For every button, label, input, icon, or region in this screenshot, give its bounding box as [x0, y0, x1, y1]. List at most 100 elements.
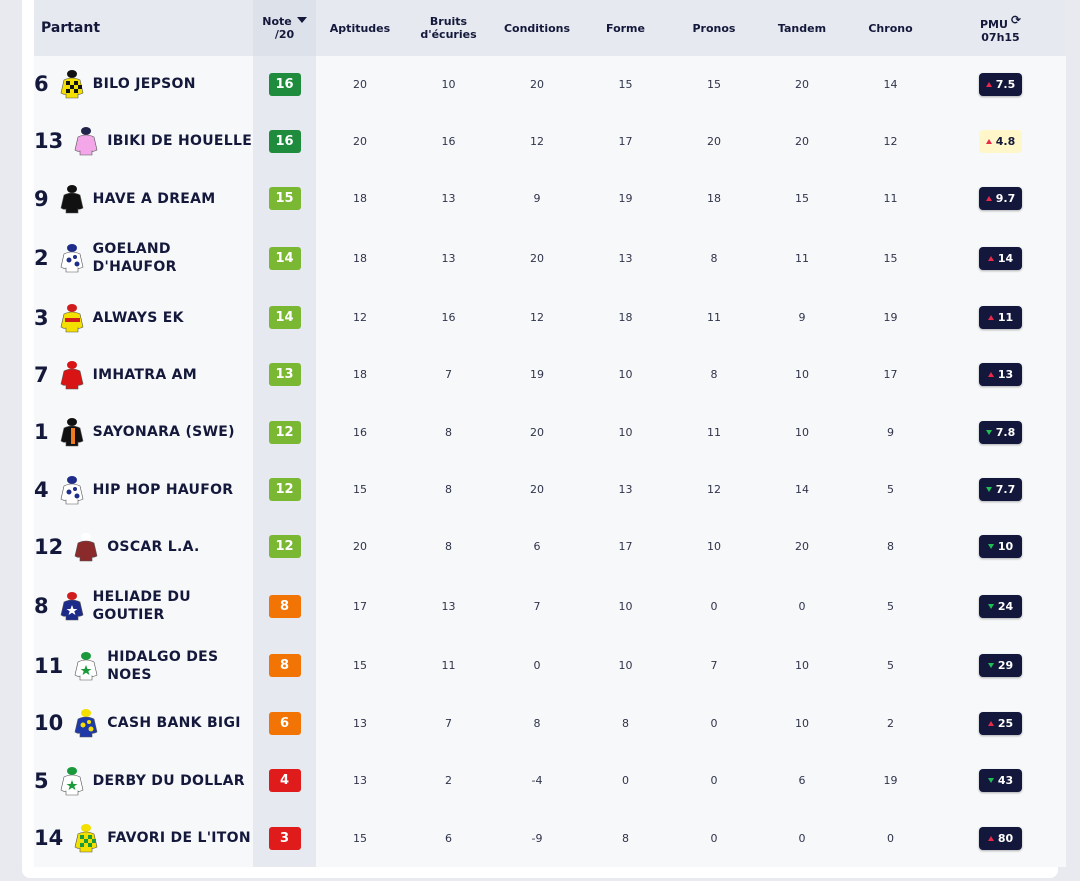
partant-cell[interactable]: 6 BILO JEPSON [34, 56, 253, 112]
partant-cell[interactable]: 9 HAVE A DREAM [34, 170, 253, 227]
horse-name[interactable]: GOELAND D'HAUFOR [92, 241, 177, 275]
pmu-cell: 29 [935, 637, 1066, 694]
col-header-conditions[interactable]: Conditions [503, 21, 571, 35]
pmu-odds-badge[interactable]: 7.7 [979, 478, 1022, 501]
partant-cell[interactable]: 7 IMHATRA AM [34, 346, 253, 403]
pmu-cell: 7.5 [935, 56, 1066, 112]
table-row[interactable]: 5 DERBY DU DOLLAR 4 13 2 -4 0 0 6 19 43 [34, 752, 1066, 809]
pmu-odds-badge[interactable]: 80 [979, 826, 1022, 850]
tandem-cell: 0 [798, 831, 806, 845]
pmu-odds-badge[interactable]: 4.8 [979, 129, 1022, 153]
horse-name[interactable]: HIP HOP HAUFOR [92, 481, 234, 498]
bruits-cell: 10 [441, 77, 456, 91]
table-row[interactable]: 14 FAVORI DE L'ITON 3 15 6 -9 8 0 0 0 80 [34, 809, 1066, 867]
horse-name[interactable]: HAVE A DREAM [92, 190, 216, 207]
table-row[interactable]: 8 HELIADE DU GOUTIER 8 17 13 7 10 0 0 5 24 [34, 575, 1066, 637]
refresh-icon[interactable]: ⟳ [1010, 12, 1021, 27]
horse-name[interactable]: IMHATRA AM [92, 366, 198, 383]
note-badge: 8 [268, 594, 301, 618]
pmu-odds-badge[interactable]: 7.5 [979, 72, 1022, 96]
partant-cell[interactable]: 3 ALWAYS EK [34, 289, 253, 346]
table-row[interactable]: 9 HAVE A DREAM 15 18 13 9 19 18 15 11 9.7 [34, 170, 1066, 227]
pronos-cell: 18 [707, 192, 721, 205]
pmu-odds-badge[interactable]: 11 [979, 306, 1022, 329]
sort-desc-icon[interactable] [296, 17, 307, 23]
forme-cell: 10 [618, 368, 633, 381]
jockey-silk-icon [55, 182, 89, 216]
chrono-cell: 17 [883, 368, 898, 381]
horse-name[interactable]: ALWAYS EK [92, 309, 184, 326]
pmu-header-time: 07h15 [981, 30, 1020, 44]
pmu-odds-badge[interactable]: 13 [979, 363, 1022, 386]
chrono-cell: 9 [887, 425, 894, 439]
pmu-odds-badge[interactable]: 7.8 [979, 420, 1022, 444]
pmu-cell: 43 [935, 752, 1066, 809]
horse-name[interactable]: HELIADE DU GOUTIER [92, 589, 191, 623]
forme-cell: 17 [618, 540, 633, 553]
pmu-odds-badge[interactable]: 10 [979, 535, 1022, 558]
partant-cell[interactable]: 13 IBIKI DE HOUELLE [34, 112, 253, 170]
conditions-cell: 20 [530, 483, 544, 496]
table-row[interactable]: 11 HIDALGO DES NOES 8 15 11 0 10 7 10 5 29 [34, 637, 1066, 694]
partant-cell[interactable]: 12 OSCAR L.A. [34, 518, 253, 575]
partant-cell[interactable]: 1 SAYONARA (SWE) [34, 403, 253, 461]
partant-cell[interactable]: 14 FAVORI DE L'ITON [34, 809, 253, 867]
horse-name[interactable]: SAYONARA (SWE) [92, 424, 235, 440]
pmu-odds-badge[interactable]: 14 [979, 246, 1022, 270]
horse-name[interactable]: CASH BANK BIGI [107, 715, 241, 731]
col-header-bruits[interactable]: Bruits d'écuries [404, 0, 493, 56]
horse-name[interactable]: HIDALGO DES NOES [107, 648, 219, 683]
pmu-odds-value: 43 [997, 774, 1014, 787]
col-header-tandem[interactable]: Tandem [777, 21, 827, 35]
pmu-odds-badge[interactable]: 29 [979, 654, 1022, 677]
chrono-cell: 5 [887, 483, 894, 496]
col-header-chrono[interactable]: Chrono [868, 21, 913, 35]
col-header-note[interactable]: Note /20 [253, 0, 316, 56]
col-header-pmu[interactable]: PMU ⟳ 07h15 [935, 0, 1066, 56]
col-header-aptitudes[interactable]: Aptitudes [329, 21, 391, 35]
tandem-cell: 15 [795, 192, 809, 205]
jockey-silk-icon [55, 358, 89, 392]
pronos-cell: 0 [710, 599, 718, 613]
conditions-cell: 0 [533, 659, 541, 672]
table-row[interactable]: 3 ALWAYS EK 14 12 16 12 18 11 9 19 11 [34, 289, 1066, 346]
table-row[interactable]: 6 BILO JEPSON 16 20 10 20 15 15 20 14 7.5 [34, 56, 1066, 112]
partant-cell[interactable]: 4 HIP HOP HAUFOR [34, 461, 253, 518]
odds-down-icon [987, 544, 994, 549]
jockey-silk-icon [69, 649, 103, 683]
partant-cell[interactable]: 5 DERBY DU DOLLAR [34, 752, 253, 809]
col-header-forme[interactable]: Forme [606, 21, 645, 35]
partant-cell[interactable]: 2 GOELAND D'HAUFOR [34, 227, 253, 289]
table-row[interactable]: 2 GOELAND D'HAUFOR 14 18 13 20 13 8 11 15 14 [34, 227, 1066, 289]
pmu-odds-badge[interactable]: 24 [979, 594, 1022, 618]
col-header-pronos[interactable]: Pronos [692, 21, 736, 35]
jockey-silk-icon [55, 473, 89, 507]
odds-up-icon [987, 372, 994, 377]
table-row[interactable]: 12 OSCAR L.A. 12 20 8 6 17 10 20 8 10 [34, 518, 1066, 575]
partant-cell[interactable]: 8 HELIADE DU GOUTIER [34, 575, 253, 637]
chrono-cell: 5 [887, 599, 894, 613]
horse-name[interactable]: FAVORI DE L'ITON [107, 830, 251, 846]
runner-number: 3 [34, 305, 49, 330]
horse-name[interactable]: DERBY DU DOLLAR [92, 772, 245, 789]
runner-number: 4 [34, 477, 49, 502]
pmu-odds-badge[interactable]: 43 [979, 769, 1022, 792]
table-row[interactable]: 7 IMHATRA AM 13 18 7 19 10 8 10 17 13 [34, 346, 1066, 403]
table-row[interactable]: 13 IBIKI DE HOUELLE 16 20 16 12 17 20 20 12 4.8 [34, 112, 1066, 170]
horse-name[interactable]: OSCAR L.A. [107, 538, 200, 555]
horse-name[interactable]: IBIKI DE HOUELLE [107, 133, 253, 149]
horse-name[interactable]: BILO JEPSON [92, 76, 196, 92]
table-row[interactable]: 4 HIP HOP HAUFOR 12 15 8 20 13 12 14 5 7.7 [34, 461, 1066, 518]
pmu-odds-badge[interactable]: 25 [979, 711, 1022, 735]
conditions-cell: 12 [530, 311, 544, 324]
table-row[interactable]: 10 CASH BANK BIGI 6 13 7 8 8 0 10 2 25 [34, 694, 1066, 752]
runner-number: 2 [34, 246, 49, 270]
odds-down-icon [985, 487, 992, 492]
partant-cell[interactable]: 10 CASH BANK BIGI [34, 694, 253, 752]
aptitudes-cell: 15 [353, 831, 367, 845]
col-header-partant[interactable]: Partant [41, 20, 101, 36]
partant-cell[interactable]: 11 HIDALGO DES NOES [34, 637, 253, 694]
chrono-cell: 12 [883, 134, 898, 148]
pmu-odds-badge[interactable]: 9.7 [979, 187, 1022, 210]
table-row[interactable]: 1 SAYONARA (SWE) 12 16 8 20 10 11 10 9 7.8 [34, 403, 1066, 461]
